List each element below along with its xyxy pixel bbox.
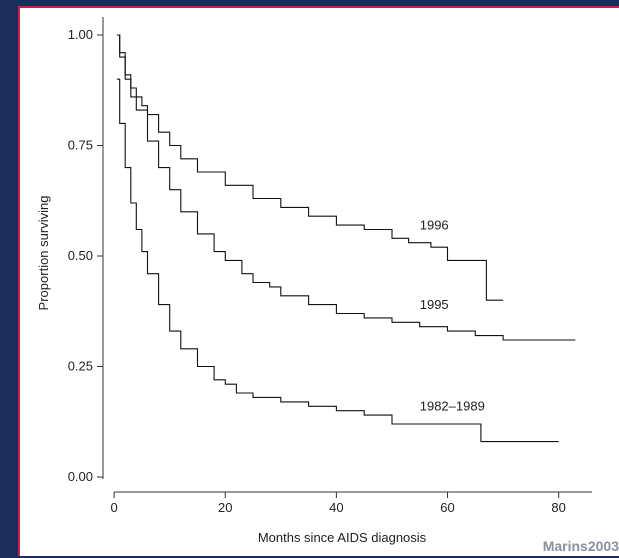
series-line-2 — [116, 78, 559, 443]
survival-chart: 0.000.250.500.751.000 20 40 60 80 1996199519… — [36, 17, 592, 545]
y-tick-label: 0.25 — [68, 359, 93, 374]
series-annotation-2: 1982–1989 — [420, 399, 485, 414]
x-tick-label: 40 — [329, 500, 343, 515]
x-tick-label: 20 — [218, 500, 232, 515]
y-tick-label: 0.00 — [68, 469, 93, 484]
labels-group: 1996 1995 1982–1989 — [420, 217, 485, 413]
series-group — [116, 34, 576, 443]
series-line-1 — [116, 34, 576, 341]
series-annotation-1: 1995 — [420, 297, 449, 312]
x-tick-label: 0 — [110, 500, 117, 515]
y-tick-label: 0.75 — [68, 138, 93, 153]
axes-group: 0.00 0.25 0.50 0.75 1.00 0 20 40 60 80 — [68, 17, 592, 515]
watermark-text: Marins2003 — [542, 538, 619, 554]
series-annotation-0: 1996 — [420, 217, 449, 232]
series-line-0 — [116, 34, 504, 301]
x-tick-label: 60 — [440, 500, 454, 515]
x-axis-title: Months since AIDS diagnosis — [258, 530, 427, 545]
y-tick-label: 0.50 — [68, 248, 93, 263]
chart-panel: 0.00 0.25 0.50 0.75 1.00 0 20 40 60 80 1996 1995 19… — [18, 6, 619, 556]
y-axis-title: Proportion surviving — [36, 196, 51, 311]
y-tick-label: 1.00 — [68, 27, 93, 42]
x-tick-label: 80 — [551, 500, 565, 515]
